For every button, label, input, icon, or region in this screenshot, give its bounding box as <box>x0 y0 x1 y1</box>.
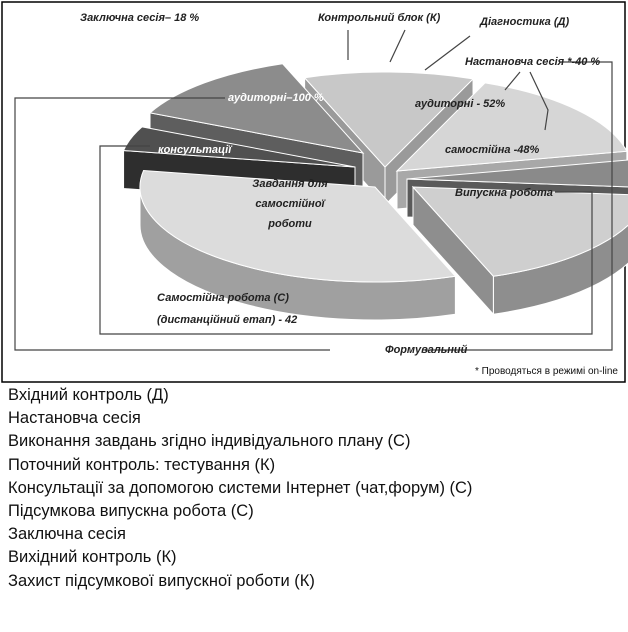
step-list: Вхідний контроль (Д) Настановча сесія Вико… <box>8 384 472 593</box>
list-item: Вихідний контроль (К) <box>8 548 177 567</box>
label: Випускна робота <box>455 187 553 199</box>
label: Діагностика (Д) <box>479 16 569 28</box>
list-item: Вхідний контроль (Д) <box>8 386 169 404</box>
slice <box>411 186 628 277</box>
list-item: Заключна сесія <box>8 525 126 544</box>
label: самостійна -48% <box>445 144 539 156</box>
slice <box>395 82 628 172</box>
list-item: Поточний контроль: тестування (К) <box>8 455 276 474</box>
label: Настановча сесія *-40 % <box>465 56 600 68</box>
slice <box>406 159 628 188</box>
list-item: Настановча сесія <box>8 409 141 428</box>
footnote: * Проводяться в режимі on-line <box>474 366 618 377</box>
pie-diagram: Заключна сесія– 18 % Контрольний блок (К… <box>1 1 628 383</box>
label: Заключна сесія– 18 % <box>80 12 199 24</box>
slices <box>122 63 628 321</box>
label: Формувальний <box>385 344 468 356</box>
list-item: Захист підсумкової випускної роботи (К) <box>8 571 315 590</box>
label: роботи <box>267 218 312 230</box>
label: аудиторні–100 % <box>228 92 324 104</box>
label: Завдання для <box>252 178 328 190</box>
list-item: Підсумкова випускна робота (С) <box>8 502 254 521</box>
label: (дистанційний етап) - 42 <box>157 314 297 326</box>
label: Контрольний блок (К) <box>318 12 441 24</box>
list-item: Консультації за допомогою системи Інтерн… <box>8 478 473 497</box>
list-item: Виконання завдань згідно індивідуального… <box>8 432 411 451</box>
slice <box>148 63 365 154</box>
label: Самостійна робота (С) <box>157 292 289 304</box>
slice <box>139 169 457 283</box>
slice <box>303 71 475 168</box>
label: самостійної <box>255 198 326 210</box>
label: консультації <box>158 144 233 156</box>
brackets <box>14 29 613 351</box>
slice <box>122 126 356 168</box>
label: аудиторні - 52% <box>415 98 505 110</box>
